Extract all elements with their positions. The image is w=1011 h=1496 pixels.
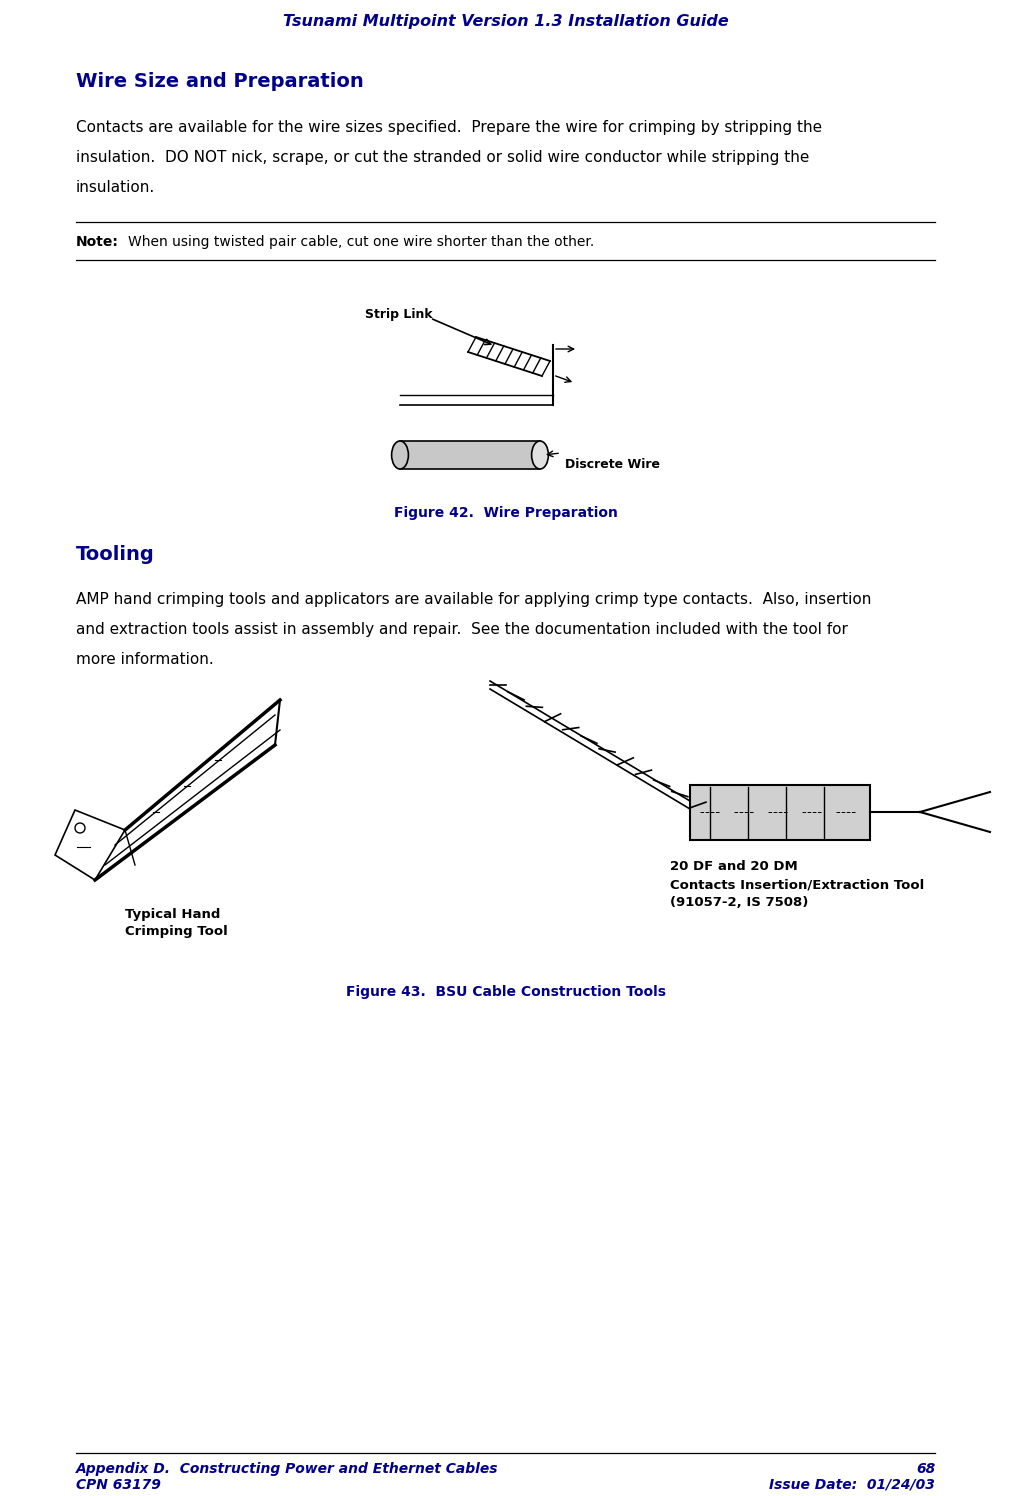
Text: AMP hand crimping tools and applicators are available for applying crimp type co: AMP hand crimping tools and applicators … (76, 592, 871, 607)
Text: Tsunami Multipoint Version 1.3 Installation Guide: Tsunami Multipoint Version 1.3 Installat… (283, 13, 728, 28)
Text: Wire Size and Preparation: Wire Size and Preparation (76, 72, 364, 91)
Text: Discrete Wire: Discrete Wire (565, 458, 660, 471)
Text: Typical Hand: Typical Hand (125, 908, 220, 922)
Text: Appendix D.  Constructing Power and Ethernet Cables: Appendix D. Constructing Power and Ether… (76, 1462, 498, 1477)
Text: Contacts Insertion/Extraction Tool: Contacts Insertion/Extraction Tool (670, 878, 924, 892)
Text: Crimping Tool: Crimping Tool (125, 925, 227, 938)
Text: Tooling: Tooling (76, 545, 155, 564)
Text: insulation.  DO NOT nick, scrape, or cut the stranded or solid wire conductor wh: insulation. DO NOT nick, scrape, or cut … (76, 150, 809, 165)
Polygon shape (55, 809, 125, 880)
Text: Figure 43.  BSU Cable Construction Tools: Figure 43. BSU Cable Construction Tools (346, 984, 665, 999)
Text: (91057-2, IS 7508): (91057-2, IS 7508) (670, 896, 809, 910)
Text: more information.: more information. (76, 652, 213, 667)
Circle shape (75, 823, 85, 833)
Ellipse shape (532, 441, 548, 470)
Text: 68: 68 (916, 1462, 935, 1477)
Text: 20 DF and 20 DM: 20 DF and 20 DM (670, 860, 798, 874)
Text: Note:: Note: (76, 235, 118, 248)
Ellipse shape (391, 441, 408, 470)
Polygon shape (690, 785, 870, 839)
Text: Strip Link: Strip Link (365, 308, 433, 322)
Text: insulation.: insulation. (76, 180, 155, 194)
Text: CPN 63179: CPN 63179 (76, 1478, 161, 1492)
Text: and extraction tools assist in assembly and repair.  See the documentation inclu: and extraction tools assist in assembly … (76, 622, 847, 637)
Text: Figure 42.  Wire Preparation: Figure 42. Wire Preparation (393, 506, 618, 521)
Bar (400, 441, 540, 470)
Text: When using twisted pair cable, cut one wire shorter than the other.: When using twisted pair cable, cut one w… (127, 235, 594, 248)
Text: Issue Date:  01/24/03: Issue Date: 01/24/03 (769, 1478, 935, 1492)
Text: Contacts are available for the wire sizes specified.  Prepare the wire for crimp: Contacts are available for the wire size… (76, 120, 822, 135)
